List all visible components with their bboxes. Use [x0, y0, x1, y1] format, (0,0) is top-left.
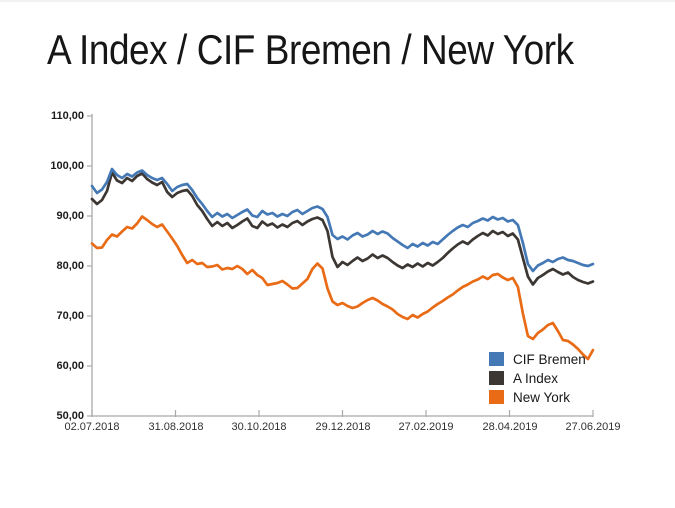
- x-axis-tick-label: 29.12.2018: [315, 421, 371, 433]
- legend-label: CIF Bremen: [513, 351, 586, 367]
- legend-swatch-cif-bremen: [489, 352, 504, 366]
- y-axis-tick-label: 70,00: [56, 310, 84, 322]
- y-axis-tick-label: 100,00: [50, 160, 84, 172]
- legend-item-cif-bremen: CIF Bremen: [489, 351, 586, 367]
- y-axis-tick-label: 110,00: [50, 110, 84, 122]
- chart-legend: CIF Bremen A Index New York: [489, 352, 586, 409]
- y-axis-tick-label: 60,00: [56, 360, 84, 372]
- x-axis-tick-label: 30.10.2018: [231, 421, 287, 433]
- y-axis-tick-label: 80,00: [56, 260, 84, 272]
- page-title: A Index / CIF Bremen / New York: [47, 26, 574, 73]
- x-axis-tick-label: 31.08.2018: [148, 421, 204, 433]
- y-axis-tick-label: 90,00: [56, 210, 84, 222]
- x-axis-tick-label: 27.02.2019: [398, 421, 454, 433]
- legend-item-a-index: A Index: [489, 370, 586, 386]
- legend-item-new-york: New York: [489, 389, 586, 405]
- legend-label: A Index: [513, 370, 559, 386]
- legend-swatch-new-york: [489, 390, 504, 404]
- x-axis-tick-label: 27.06.2019: [565, 421, 621, 433]
- x-axis-tick-label: 02.07.2018: [64, 421, 120, 433]
- legend-label: New York: [513, 389, 571, 405]
- legend-swatch-a-index: [489, 371, 504, 385]
- y-axis-tick-label: 50,00: [56, 410, 84, 422]
- x-axis-tick-label: 28.04.2019: [482, 421, 538, 433]
